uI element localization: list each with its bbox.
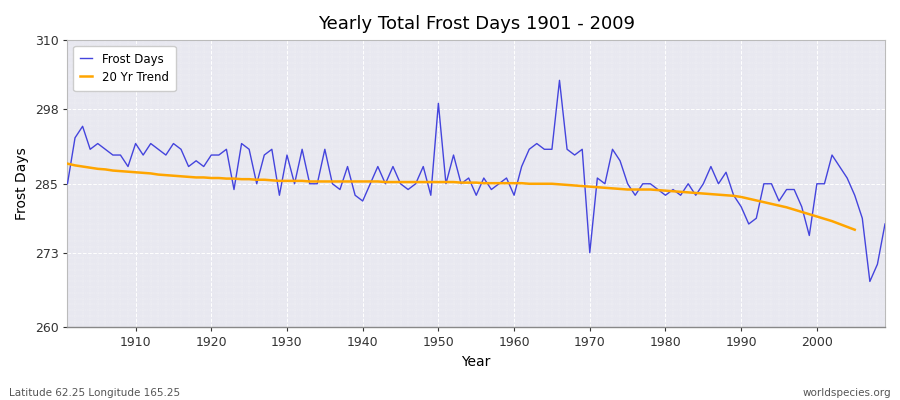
Frost Days [508, 193, 519, 198]
Frost Days [501, 176, 512, 180]
Frost Days [289, 181, 300, 186]
Line: Frost Days: Frost Days [68, 80, 885, 282]
Line: 20 Yr Trend: 20 Yr Trend [68, 164, 855, 230]
Text: Latitude 62.25 Longitude 165.25: Latitude 62.25 Longitude 165.25 [9, 388, 180, 398]
20 Yr Trend [69, 163, 80, 168]
Text: worldspecies.org: worldspecies.org [803, 388, 891, 398]
Frost Days [554, 78, 565, 83]
Frost Days [865, 279, 876, 284]
Frost Days [335, 187, 346, 192]
20 Yr Trend [834, 222, 845, 226]
Frost Days [122, 164, 133, 169]
Frost Days [608, 147, 618, 152]
20 Yr Trend [850, 227, 860, 232]
20 Yr Trend [637, 187, 648, 192]
20 Yr Trend [168, 173, 179, 178]
20 Yr Trend [62, 161, 73, 166]
Title: Yearly Total Frost Days 1901 - 2009: Yearly Total Frost Days 1901 - 2009 [318, 15, 634, 33]
Frost Days [62, 181, 73, 186]
20 Yr Trend [402, 180, 413, 184]
20 Yr Trend [630, 187, 641, 192]
Y-axis label: Frost Days: Frost Days [15, 147, 29, 220]
Legend: Frost Days, 20 Yr Trend: Frost Days, 20 Yr Trend [74, 46, 176, 91]
Frost Days [879, 222, 890, 226]
X-axis label: Year: Year [462, 355, 490, 369]
